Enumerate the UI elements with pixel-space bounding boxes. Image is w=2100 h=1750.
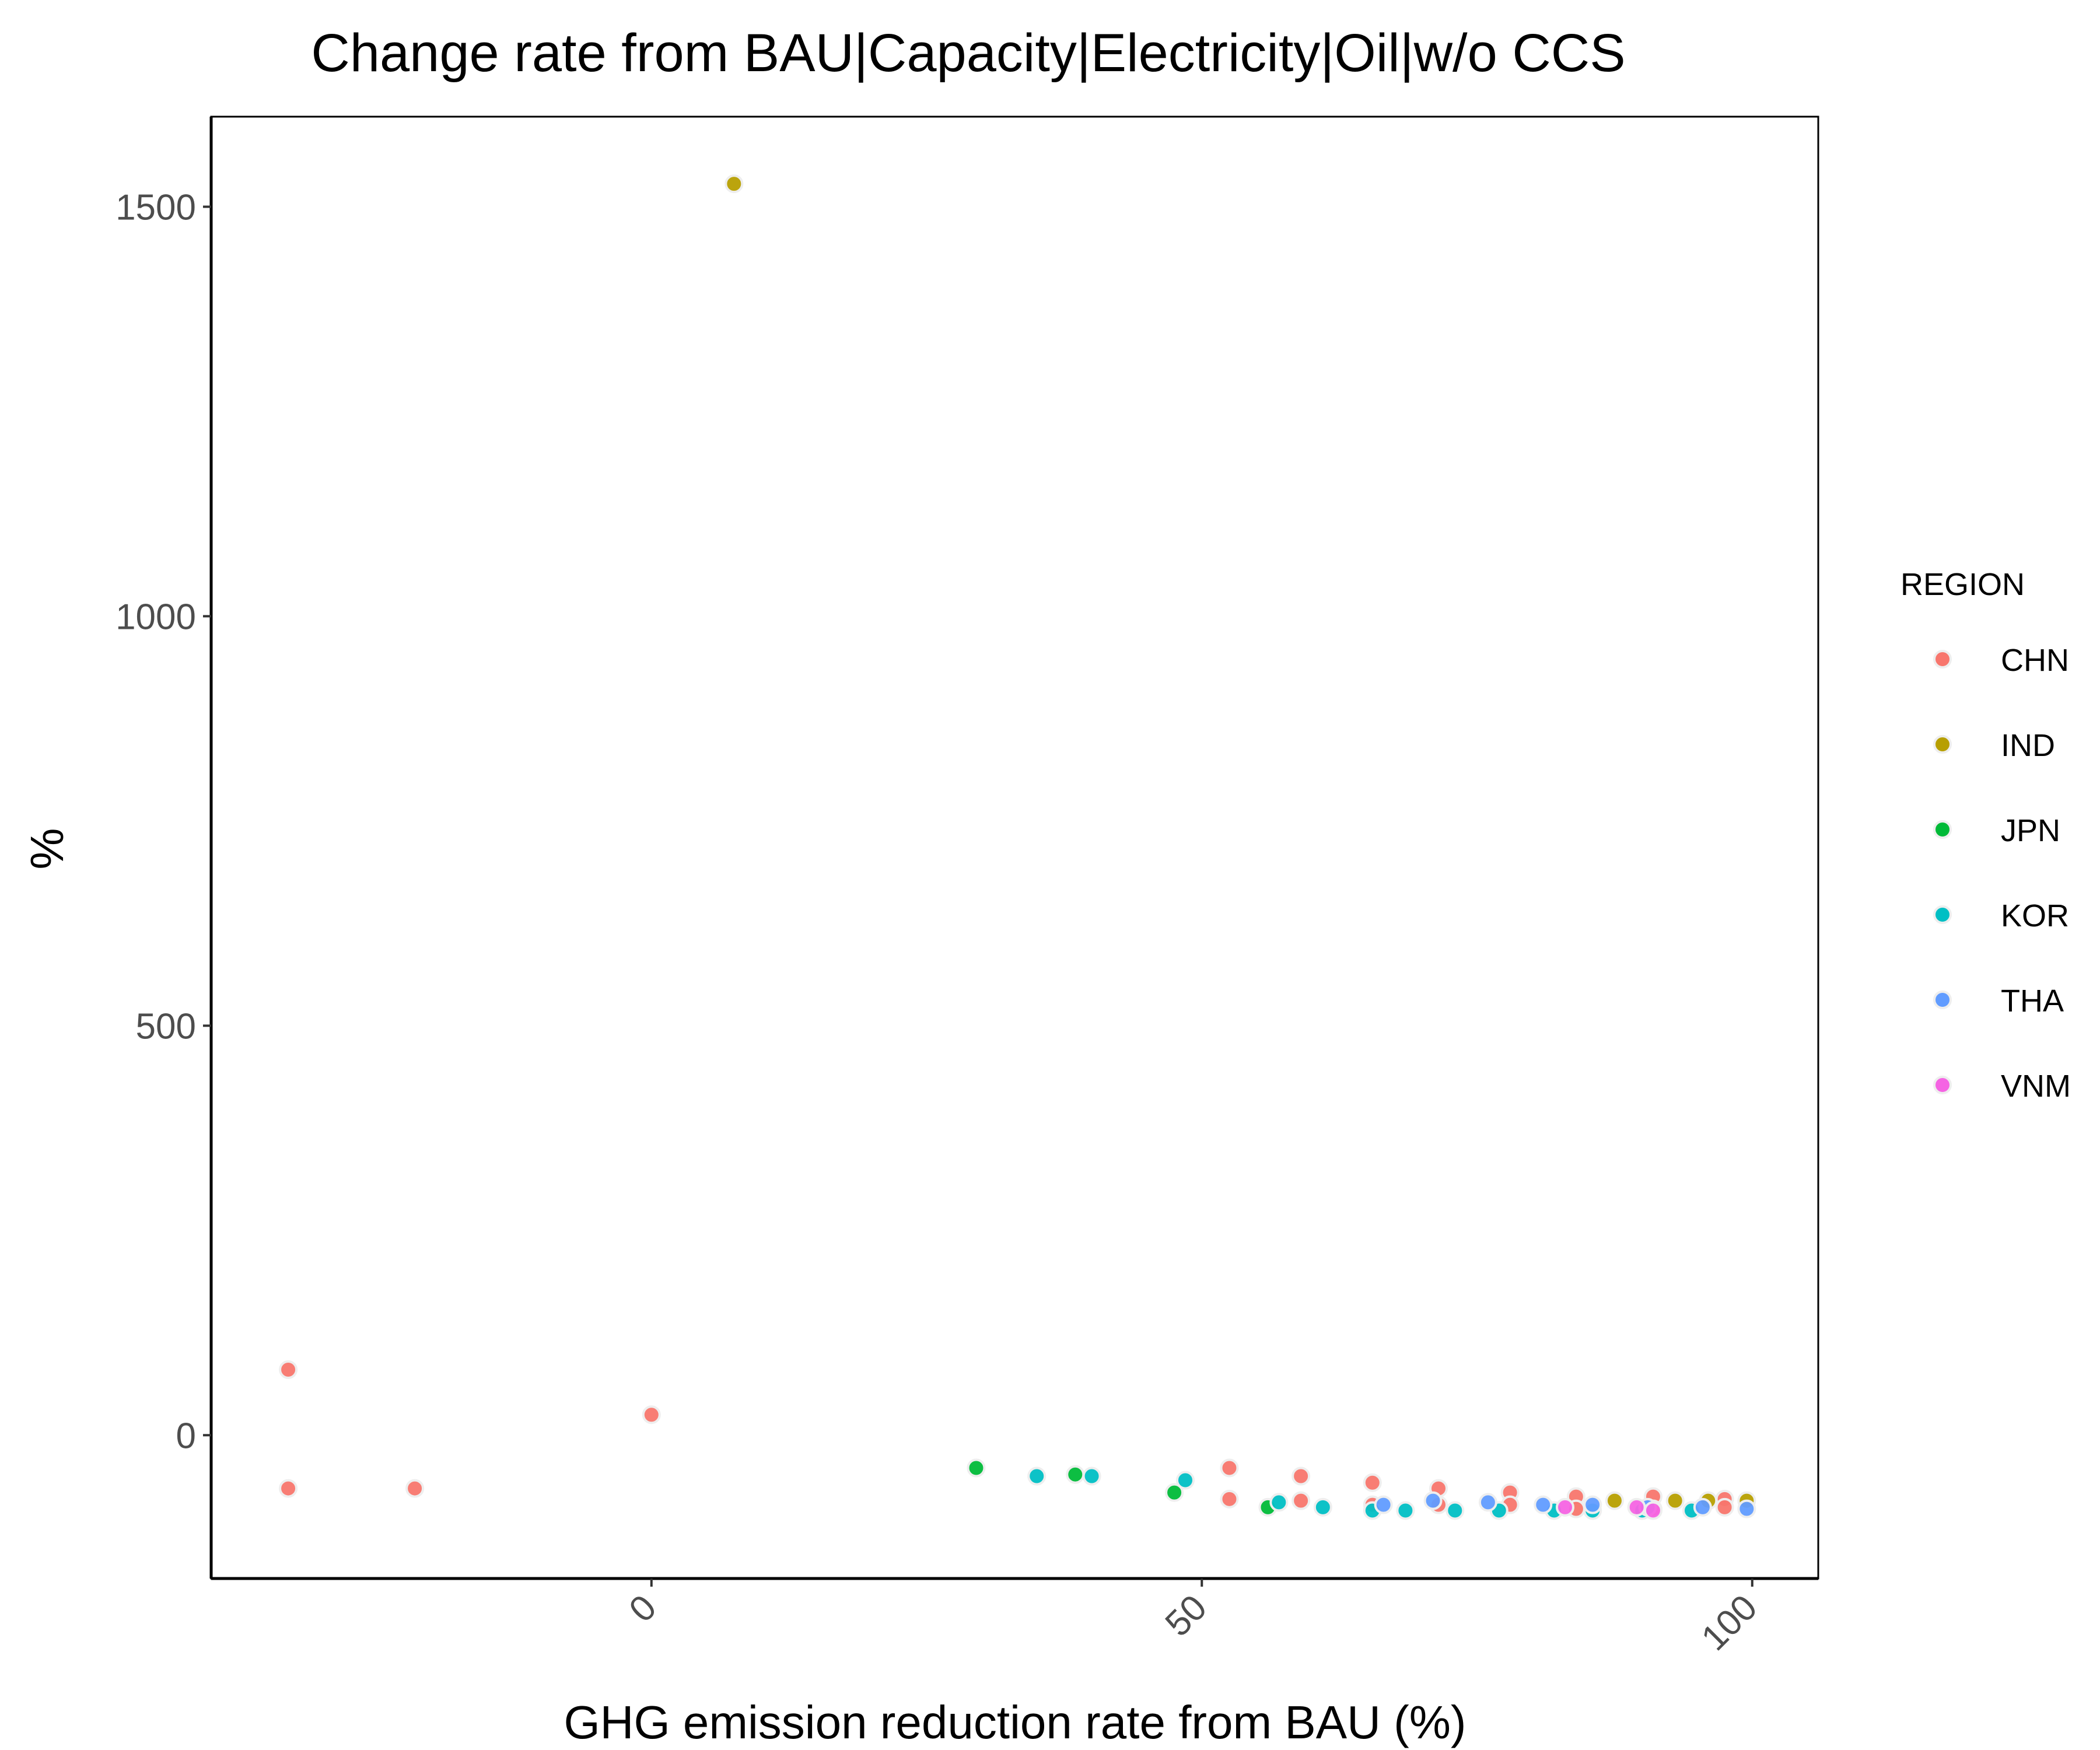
legend-key-vnm (1933, 1076, 1952, 1094)
x-tick-label: 0 (622, 1587, 664, 1630)
data-point-chn (1715, 1497, 1734, 1517)
legend-key-kor (1933, 905, 1952, 924)
data-point-chn (1220, 1489, 1239, 1508)
data-point-kor (1027, 1466, 1046, 1486)
data-point-tha (1478, 1493, 1497, 1512)
data-point-chn (405, 1479, 425, 1498)
data-point-kor (1082, 1466, 1101, 1486)
data-point-chn (1292, 1466, 1311, 1486)
y-tick-label: 0 (176, 1416, 196, 1456)
data-point-jpn (1165, 1483, 1184, 1502)
data-point-chn (1292, 1491, 1311, 1510)
y-tick-label: 1000 (116, 597, 196, 637)
data-point-ind (1605, 1491, 1624, 1510)
x-tick-label: 100 (1694, 1587, 1765, 1658)
legend: REGION CHN IND JPN KOR THA VNM (1901, 567, 2071, 1104)
legend-label-chn: CHN (2001, 643, 2069, 678)
data-point-tha (1534, 1495, 1553, 1514)
data-point-vnm (1627, 1497, 1646, 1517)
data-point-jpn (967, 1458, 986, 1478)
data-point-ind (724, 174, 744, 194)
legend-key-ind (1933, 735, 1952, 754)
data-point-ind (1665, 1491, 1685, 1510)
legend-key-jpn (1933, 820, 1952, 839)
x-axis-title: GHG emission reduction rate from BAU (%) (564, 1696, 1466, 1748)
data-point-kor (1396, 1501, 1415, 1520)
legend-key-chn (1933, 650, 1952, 668)
y-axis-ticks: 0 500 1000 1500 (116, 187, 211, 1456)
data-point-chn (279, 1360, 298, 1379)
y-tick-label: 500 (136, 1006, 196, 1046)
data-point-kor (1446, 1501, 1465, 1520)
chart-title: Change rate from BAU|Capacity|Electricit… (311, 23, 1625, 83)
data-point-tha (1583, 1495, 1602, 1514)
legend-label-tha: THA (2001, 984, 2064, 1019)
legend-label-ind: IND (2001, 728, 2055, 763)
data-point-tha (1423, 1491, 1443, 1510)
legend-title: REGION (1901, 567, 2025, 602)
data-point-vnm (1643, 1501, 1662, 1520)
x-axis-ticks: 0 50 100 (622, 1578, 1765, 1658)
data-point-kor (1313, 1497, 1332, 1517)
data-points (279, 174, 1756, 1520)
data-point-tha (1737, 1499, 1756, 1518)
data-point-kor (1269, 1493, 1289, 1512)
data-point-kor (1175, 1471, 1195, 1490)
data-point-chn (1220, 1458, 1239, 1478)
data-point-chn (642, 1405, 661, 1424)
data-point-chn (279, 1479, 298, 1498)
legend-key-tha (1933, 991, 1952, 1009)
y-tick-label: 1500 (116, 187, 196, 228)
data-point-jpn (1066, 1465, 1085, 1484)
legend-label-vnm: VNM (2001, 1069, 2071, 1104)
data-point-vnm (1555, 1497, 1574, 1517)
x-tick-label: 50 (1158, 1587, 1215, 1644)
plot-panel (210, 116, 1819, 1580)
y-axis-title: % (21, 828, 73, 869)
data-point-tha (1693, 1497, 1712, 1517)
data-point-chn (1363, 1473, 1382, 1492)
legend-label-kor: KOR (2001, 898, 2069, 933)
data-point-tha (1374, 1495, 1393, 1514)
legend-label-jpn: JPN (2001, 813, 2060, 848)
